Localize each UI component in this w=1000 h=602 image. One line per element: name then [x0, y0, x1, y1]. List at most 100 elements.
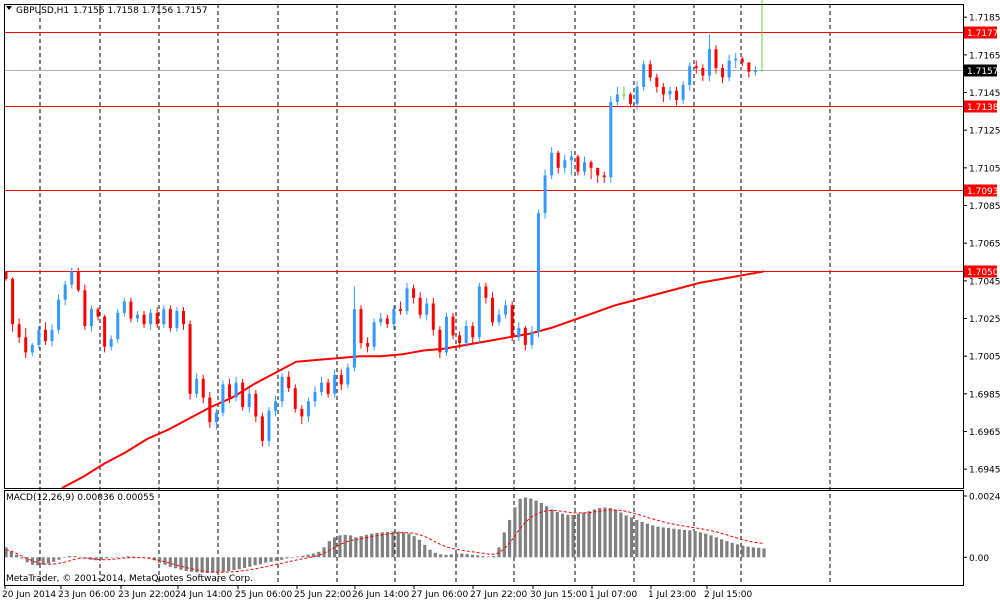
macd-bar-52 — [280, 557, 284, 560]
symbol-menu-icon[interactable] — [6, 6, 12, 10]
time-tick-label: 1 Jul 07:00 — [589, 590, 638, 600]
macd-bar-20 — [110, 557, 114, 558]
candle-body — [228, 384, 232, 398]
candle-body — [550, 152, 554, 176]
candle-body — [379, 318, 383, 323]
macd-bar-92 — [492, 556, 496, 558]
macd-bar-89 — [476, 555, 480, 558]
candle-body — [418, 297, 422, 315]
time-tick-label: 27 Jun 22:00 — [470, 590, 527, 600]
candle-86 — [569, 150, 573, 176]
candles — [4, 0, 764, 447]
macd-bar-1 — [9, 551, 13, 558]
macd-bar-77 — [412, 536, 416, 558]
macd-bar-45 — [242, 557, 247, 569]
macd-bar-73 — [391, 531, 395, 558]
candle-body — [63, 284, 67, 300]
macd-bar-131 — [698, 532, 702, 558]
level-price-tag-2: 1.7093 — [964, 184, 999, 197]
candle-88 — [583, 156, 587, 176]
candle-110 — [727, 54, 731, 82]
candle-84 — [556, 150, 560, 174]
candle-27 — [181, 307, 185, 330]
candle-body — [569, 156, 573, 161]
candle-60 — [398, 301, 402, 315]
candle-body — [221, 384, 225, 413]
macd-bar-31 — [168, 557, 172, 567]
time-tick-label: 24 Jun 14:00 — [175, 590, 232, 600]
candle-body — [576, 156, 580, 172]
macd-bar-76 — [407, 533, 411, 558]
macd-bar-86 — [460, 553, 464, 558]
candle-8 — [57, 294, 61, 334]
macd-bar-111 — [592, 509, 596, 558]
macd-bar-48 — [258, 557, 263, 565]
candle-4 — [30, 342, 34, 357]
price-tick-label: 1.7185 — [969, 14, 1000, 24]
copyright-text: MetaTrader, © 2001-2014, MetaQuotes Soft… — [6, 574, 253, 584]
macd-bar-88 — [470, 554, 475, 558]
candle-body — [471, 326, 475, 338]
candle-body — [385, 318, 389, 325]
candle-111 — [734, 52, 738, 69]
candle-body — [596, 167, 600, 176]
horizontal-levels[interactable] — [4, 32, 963, 272]
candle-body — [352, 309, 356, 368]
candle-87 — [576, 154, 580, 176]
time-tick-label: 25 Jun 22:00 — [294, 590, 351, 600]
candle-body — [260, 416, 264, 441]
macd-bar-51 — [274, 557, 278, 561]
candle-99 — [655, 73, 659, 93]
candle-83 — [550, 147, 554, 180]
candle-body — [530, 331, 534, 345]
macd-bar-141 — [751, 547, 755, 558]
candle-body — [412, 288, 416, 298]
macd-bar-103 — [550, 509, 554, 558]
macd-bar-95 — [507, 519, 512, 558]
candle-body — [89, 309, 93, 327]
candle-59 — [392, 305, 396, 330]
macd-bar-67 — [359, 536, 363, 558]
candle-96 — [635, 81, 639, 110]
candle-25 — [168, 305, 172, 332]
macd-bar-42 — [227, 557, 231, 572]
candle-body — [43, 329, 47, 342]
ohlc-values: 1.7156 1.7158 1.7156 1.7157 — [73, 6, 208, 16]
candle-body — [675, 90, 679, 101]
candle-body — [721, 68, 725, 78]
candle-53 — [352, 286, 356, 372]
candle-body — [175, 310, 179, 328]
macd-bar-115 — [613, 509, 618, 558]
candle-body — [392, 309, 396, 325]
candle-body — [17, 324, 21, 338]
candle-93 — [615, 86, 619, 106]
macd-bar-0 — [4, 547, 8, 558]
candle-64 — [425, 297, 429, 321]
candle-98 — [648, 60, 652, 82]
macd-bar-100 — [534, 500, 538, 558]
macd-bar-79 — [423, 544, 427, 558]
candle-9 — [63, 280, 67, 306]
candle-body — [451, 316, 455, 336]
candle-81 — [536, 209, 540, 338]
macd-bar-60 — [322, 547, 326, 558]
candle-90 — [596, 167, 600, 183]
macd-bar-54 — [290, 557, 294, 558]
candle-29 — [195, 373, 199, 398]
level-tag-text: 1.7138 — [967, 103, 999, 113]
macd-bar-85 — [454, 553, 459, 558]
macd-bar-114 — [608, 507, 612, 558]
candle-28 — [188, 320, 192, 400]
macd-bar-6 — [36, 557, 40, 566]
candle-48 — [320, 376, 324, 396]
price-axis: 1.7177 1.7138 1.7093 1.7050 1.7157 1.7185 1.71… — [963, 14, 1000, 564]
candle-104 — [688, 62, 692, 91]
candle-body — [181, 310, 185, 325]
candle-30 — [201, 375, 205, 404]
macd-bar-21 — [115, 557, 119, 558]
candle-13 — [89, 305, 93, 332]
candle-body — [326, 382, 330, 394]
candle-body — [122, 301, 126, 313]
level-price-tag-3: 1.7050 — [964, 265, 999, 278]
